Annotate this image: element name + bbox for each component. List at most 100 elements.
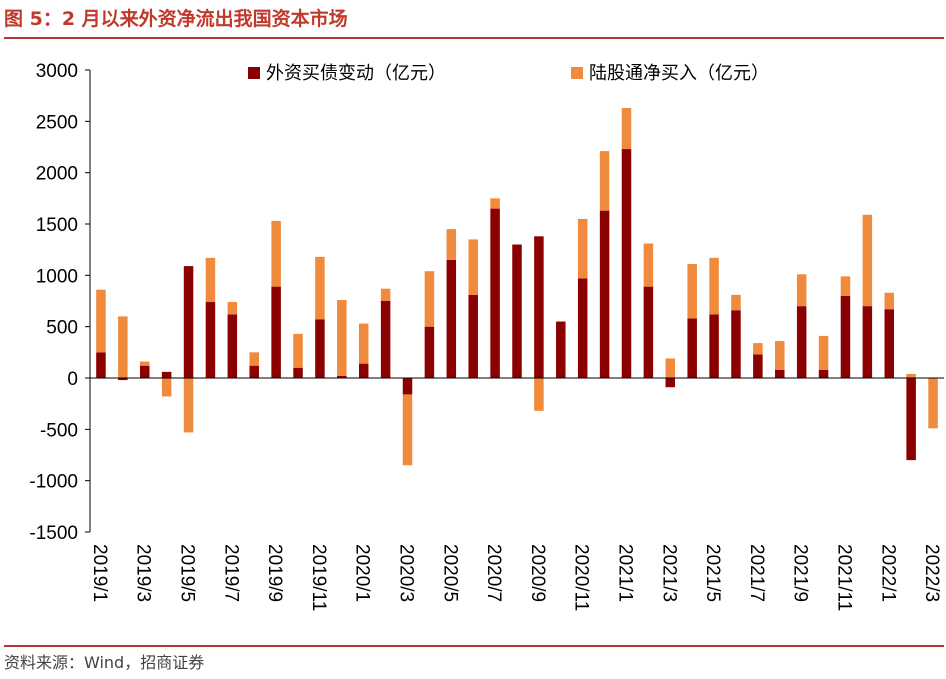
x-tick-label: 2020/9 (527, 544, 548, 602)
bar-foreign-bond (534, 236, 544, 378)
y-tick-label: 500 (46, 318, 78, 339)
bar-northbound-stock (687, 264, 697, 319)
legend-northbound-stock-swatch (571, 67, 583, 79)
y-tick-label: 2000 (36, 164, 78, 185)
bar-northbound-stock (621, 107, 632, 150)
bar-northbound-stock (315, 256, 325, 320)
x-tick-label: 2019/3 (133, 544, 154, 602)
bar-foreign-bond (621, 149, 632, 378)
source-note: 资料来源：Wind，招商证券 (4, 653, 205, 672)
x-tick-label: 2022/1 (877, 544, 898, 602)
bar-northbound-stock (249, 352, 259, 366)
chart-title: 图 5：2 月以来外资净流出我国资本市场 (4, 8, 348, 30)
bar-foreign-bond (731, 310, 741, 378)
bar-foreign-bond (249, 365, 259, 378)
bar-northbound-stock (293, 333, 303, 368)
bar-northbound-stock (928, 378, 938, 429)
bar-foreign-bond (402, 378, 413, 395)
y-tick-label: 1500 (36, 215, 78, 236)
bar-northbound-stock (731, 294, 741, 311)
stacked-bar-chart: -1500 -1000 -500 0 500 1000 1500 2000 2500 3000 20… (29, 61, 944, 611)
bar-foreign-bond (271, 286, 281, 378)
bar-northbound-stock (446, 229, 457, 260)
x-tick-label: 2020/5 (439, 544, 460, 602)
bar-foreign-bond (599, 210, 610, 378)
bar-northbound-stock (205, 257, 216, 303)
x-tick-label: 2021/7 (746, 544, 767, 602)
x-tick-label: 2019/9 (264, 544, 285, 602)
bar-foreign-bond (118, 378, 128, 381)
bar-northbound-stock (337, 299, 347, 376)
x-tick-label: 2022/3 (921, 544, 942, 602)
bar-northbound-stock (96, 289, 106, 353)
bar-foreign-bond (840, 295, 851, 378)
bar-northbound-stock (118, 316, 128, 378)
y-tick-label: 3000 (36, 61, 78, 82)
bar-foreign-bond (380, 301, 391, 378)
bar-northbound-stock (709, 257, 719, 315)
y-tick-label: -1000 (29, 472, 78, 493)
bar-northbound-stock (577, 218, 588, 279)
x-tick-label: 2020/3 (396, 544, 417, 602)
bar-foreign-bond (643, 286, 654, 378)
bar-foreign-bond (227, 314, 238, 378)
bar-northbound-stock (424, 271, 435, 327)
bar-northbound-stock (490, 198, 500, 209)
bar-northbound-stock (183, 378, 194, 433)
x-tick-label: 2019/5 (177, 544, 198, 602)
x-tick-label: 2019/1 (89, 544, 110, 602)
x-tick-label: 2021/9 (790, 544, 811, 602)
bar-northbound-stock (818, 335, 829, 370)
bar-foreign-bond (556, 321, 566, 378)
legend-northbound-stock-label: 陆股通净买入（亿元） (589, 63, 769, 84)
y-tick-label: 2500 (36, 112, 78, 133)
x-tick-label: 2021/5 (702, 544, 723, 602)
bar-northbound-stock (468, 239, 478, 295)
x-tick-label: 2019/7 (220, 544, 241, 602)
bar-foreign-bond (337, 375, 347, 378)
bar-northbound-stock (862, 214, 873, 307)
bar-foreign-bond (577, 278, 588, 378)
bar-foreign-bond (775, 369, 785, 378)
bar-foreign-bond (884, 309, 895, 378)
bar-northbound-stock (358, 323, 369, 364)
title-rule (4, 37, 944, 39)
bar-foreign-bond (468, 294, 478, 378)
bar-northbound-stock (402, 394, 413, 466)
bar-foreign-bond (862, 306, 873, 378)
bar-foreign-bond (315, 319, 325, 378)
bar-foreign-bond (490, 208, 500, 378)
bar-foreign-bond (687, 318, 697, 378)
bar-foreign-bond (205, 302, 216, 378)
bar-northbound-stock (665, 358, 676, 378)
x-tick-label: 2020/1 (352, 544, 373, 602)
y-tick-label: 0 (67, 369, 78, 390)
bar-foreign-bond (183, 266, 194, 378)
bar-northbound-stock (753, 343, 763, 355)
bar-foreign-bond (906, 378, 916, 461)
bar-foreign-bond (796, 306, 807, 378)
bar-northbound-stock (643, 243, 654, 287)
x-tick-label: 2020/11 (571, 544, 592, 611)
x-tick-label: 2021/3 (658, 544, 679, 602)
bar-northbound-stock (775, 341, 785, 370)
x-tick-label: 2020/7 (483, 544, 504, 602)
bar-foreign-bond (161, 371, 172, 378)
y-tick-label: 1000 (36, 266, 78, 287)
legend-foreign-bond-label: 外资买债变动（亿元） (266, 63, 446, 84)
bar-foreign-bond (818, 369, 829, 378)
x-tick-label: 2021/11 (833, 544, 854, 611)
bar-northbound-stock (906, 373, 916, 378)
bar-northbound-stock (227, 302, 238, 315)
bar-northbound-stock (796, 274, 807, 307)
bar-foreign-bond (753, 354, 763, 378)
bar-northbound-stock (271, 220, 281, 287)
bar-foreign-bond (358, 363, 369, 378)
bar-foreign-bond (139, 365, 150, 378)
x-tick-label: 2021/1 (614, 544, 635, 602)
bar-northbound-stock (840, 276, 851, 296)
x-tick-label: 2019/11 (308, 544, 329, 611)
bar-northbound-stock (139, 361, 150, 366)
y-tick-label: -500 (40, 420, 78, 441)
bar-foreign-bond (709, 314, 719, 378)
